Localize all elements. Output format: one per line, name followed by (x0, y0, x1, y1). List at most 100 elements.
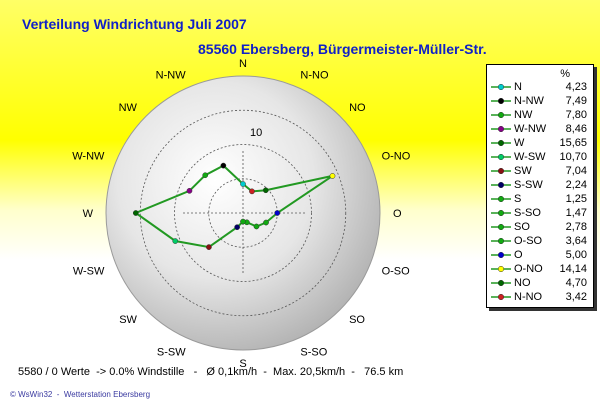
footer-credit: © WsWin32 - Wetterstation Ebersberg (10, 390, 151, 399)
legend-item-label: W (514, 137, 525, 149)
legend-item-label: O-NO (514, 263, 543, 275)
legend-item-label: S (514, 193, 522, 205)
legend-item: O 5,00 (489, 249, 589, 262)
legend-swatch (491, 251, 511, 259)
legend-item-label: NW (514, 109, 533, 121)
data-point-no (262, 187, 269, 194)
data-point-o-so (263, 219, 269, 226)
data-point-w (132, 210, 139, 216)
legend-swatch (491, 293, 511, 301)
data-point-nw (202, 172, 209, 179)
direction-label-o: O (393, 208, 402, 220)
legend-item-value: 5,00 (565, 249, 587, 261)
legend-swatch (491, 209, 511, 217)
legend-swatch-dot (497, 293, 505, 301)
legend-item-value: 7,80 (565, 109, 587, 121)
legend-swatch-dot (497, 167, 505, 175)
legend-item: S-SO 1,47 (489, 207, 589, 220)
footer-stats: 5580 / 0 Werte -> 0.0% Windstille - Ø 0,… (18, 366, 404, 378)
data-point-s (240, 218, 246, 225)
direction-label-n-no: N-NO (300, 69, 329, 81)
legend-item-label: SO (514, 221, 530, 233)
legend-item: NW 7,80 (489, 109, 589, 122)
data-point-n-no (249, 188, 255, 195)
legend-item-value: 10,70 (559, 151, 587, 163)
direction-label-o-no: O-NO (382, 151, 411, 163)
legend-swatch (491, 195, 511, 203)
legend-swatch (491, 223, 511, 231)
legend-item-value: 1,25 (565, 193, 587, 205)
legend: % N 4,23 N-NW 7,49 NW 7,80 W-NW 8,46 W 15,65 W-SW 1… (486, 64, 594, 308)
legend-swatch (491, 139, 511, 147)
legend-item-label: N-NO (514, 291, 543, 303)
direction-label-n-nw: N-NW (156, 69, 187, 81)
legend-item-value: 7,04 (565, 165, 587, 177)
direction-label-o-so: O-SO (382, 265, 411, 277)
legend-item: SO 2,78 (489, 221, 589, 234)
legend-swatch-dot (497, 237, 505, 245)
legend-item: SW 7,04 (489, 165, 589, 178)
data-point-w-nw (186, 187, 193, 194)
legend-swatch (491, 237, 511, 245)
legend-swatch (491, 265, 511, 273)
direction-label-sw: SW (119, 314, 137, 326)
direction-label-w-sw: W-SW (73, 265, 105, 277)
legend-item-label: O (514, 249, 523, 261)
legend-swatch-dot (497, 251, 505, 259)
data-point-sw (206, 244, 212, 250)
legend-item: N-NO 3,42 (489, 291, 589, 304)
legend-swatch-dot (497, 195, 505, 203)
legend-header: % (560, 68, 570, 80)
legend-item-label: NO (514, 277, 531, 289)
legend-swatch (491, 125, 511, 133)
legend-swatch (491, 83, 511, 91)
direction-labels: N N-NO NO O-NO O O-SO SO S-SO S S-SW SW W-SW W W-NW NW… (72, 58, 411, 370)
legend-item-value: 3,42 (565, 291, 587, 303)
legend-swatch (491, 97, 511, 105)
legend-swatch-dot (497, 265, 505, 273)
legend-item-value: 15,65 (559, 137, 587, 149)
legend-item-label: SW (514, 165, 532, 177)
legend-item-value: 1,47 (565, 207, 587, 219)
direction-label-w-nw: W-NW (72, 151, 105, 163)
legend-item-label: W-NW (514, 123, 547, 135)
legend-item-value: 4,23 (565, 81, 587, 93)
legend-item-label: N-NW (514, 95, 544, 107)
legend-item-label: O-SO (514, 235, 543, 247)
legend-swatch-dot (497, 97, 505, 105)
legend-item-label: W-SW (514, 151, 546, 163)
legend-swatch-dot (497, 181, 505, 189)
direction-label-nw: NW (119, 102, 138, 114)
direction-label-s: S (239, 358, 246, 370)
legend-swatch-dot (497, 153, 505, 161)
legend-item-value: 7,49 (565, 95, 587, 107)
legend-swatch (491, 167, 511, 175)
data-point-s-sw (234, 224, 240, 231)
legend-item: N 4,23 (489, 81, 589, 94)
chart-title: Verteilung Windrichtung Juli 2007 (22, 16, 247, 32)
legend-swatch-dot (497, 279, 505, 287)
legend-item: O-SO 3,64 (489, 235, 589, 248)
legend-swatch (491, 181, 511, 189)
legend-item-label: N (514, 81, 522, 93)
legend-item-value: 3,64 (565, 235, 587, 247)
direction-label-no: NO (349, 102, 366, 114)
legend-item: S 1,25 (489, 193, 589, 206)
radial-scale-label: 10 (250, 127, 262, 139)
legend-item: W-SW 10,70 (489, 151, 589, 164)
grid-ring-15 (139, 109, 347, 317)
legend-swatch-dot (497, 139, 505, 147)
legend-swatch-dot (497, 209, 505, 217)
data-point-w-sw (172, 238, 179, 244)
direction-label-s-sw: S-SW (157, 347, 186, 359)
legend-item-value: 4,70 (565, 277, 587, 289)
legend-swatch (491, 279, 511, 287)
grid-ring-10 (174, 144, 312, 282)
legend-swatch (491, 111, 511, 119)
legend-item-value: 2,78 (565, 221, 587, 233)
legend-swatch (491, 153, 511, 161)
legend-item: N-NW 7,49 (489, 95, 589, 108)
data-point-o (274, 210, 281, 216)
legend-item: W 15,65 (489, 137, 589, 150)
